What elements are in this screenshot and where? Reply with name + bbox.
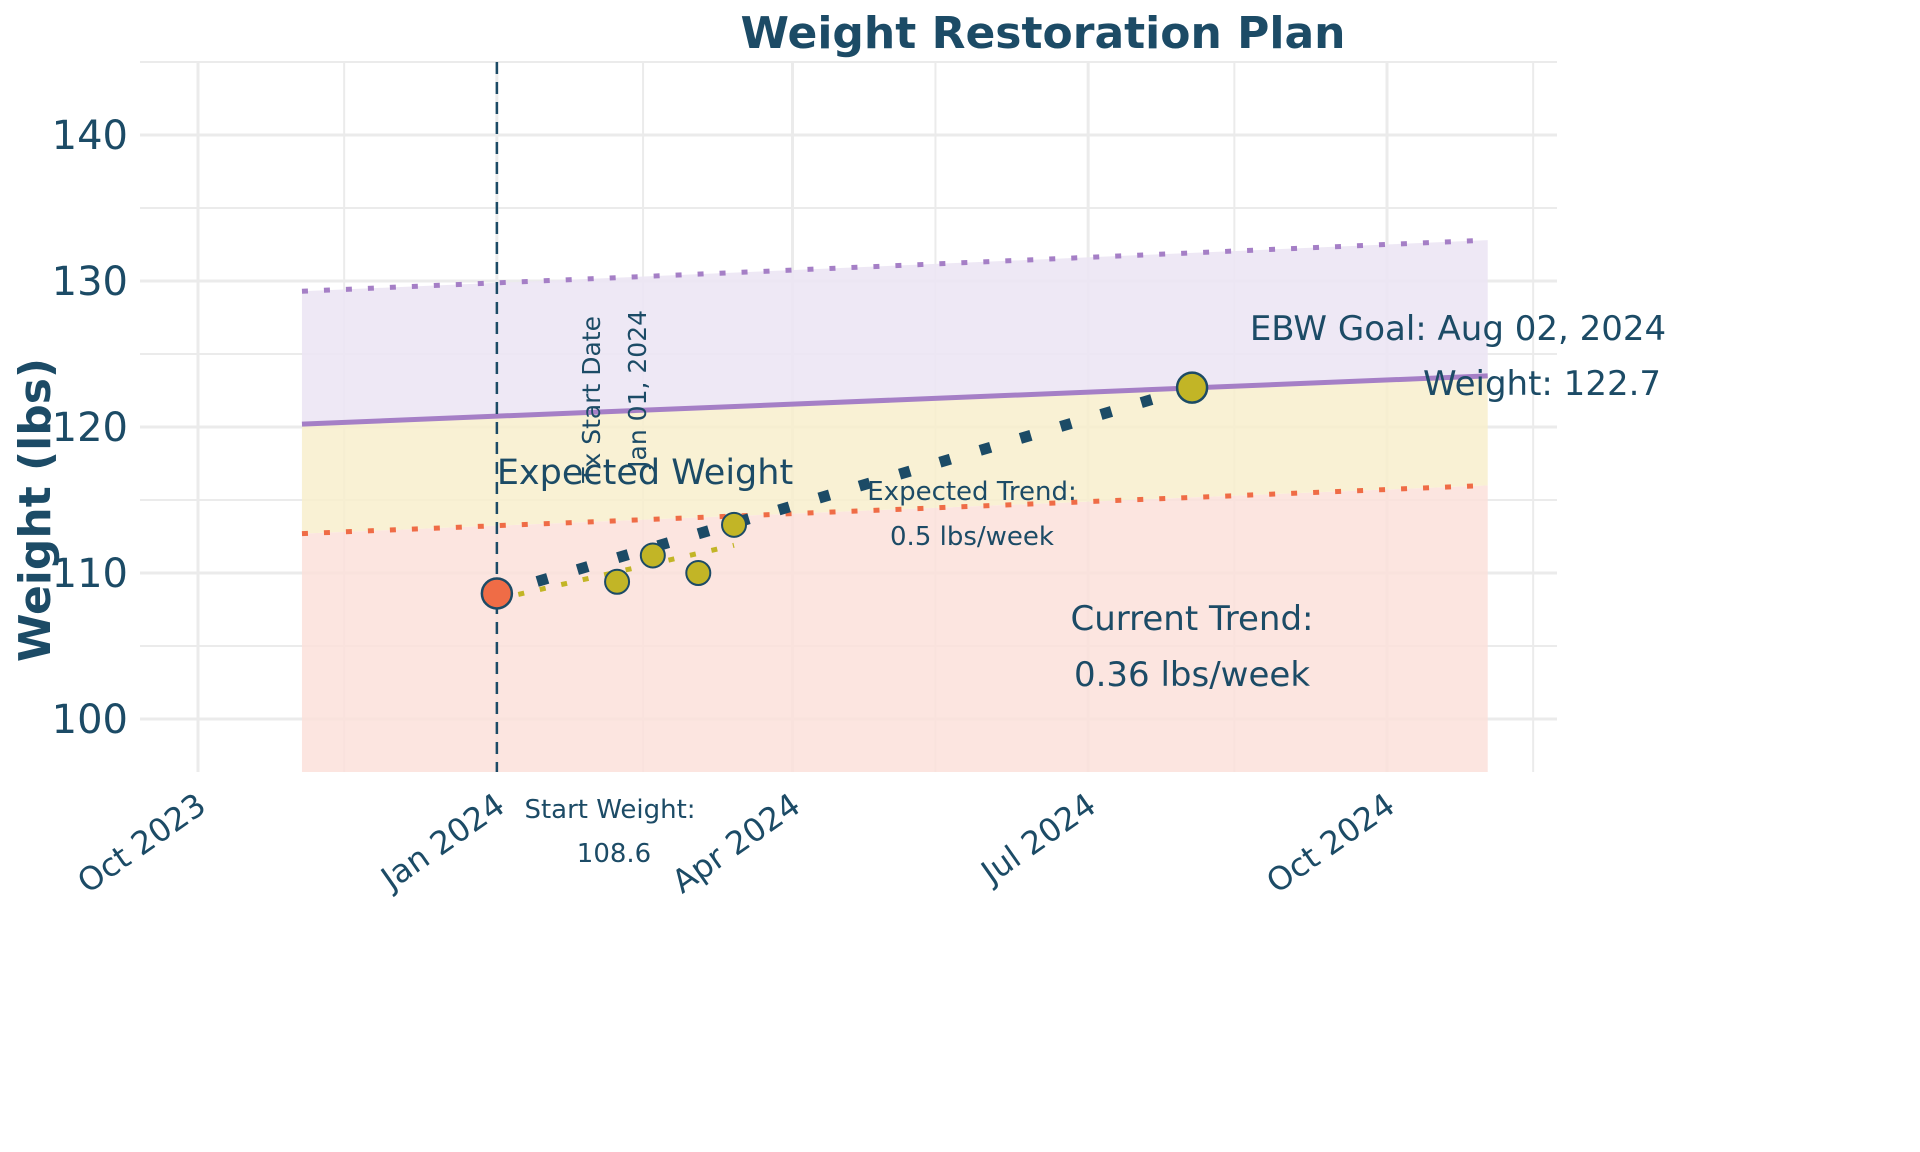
current-trend-label-line2: 0.36 lbs/week <box>1074 655 1310 695</box>
expected-weight-line <box>301 373 1488 427</box>
x-tick-label: Oct 2024 <box>1259 785 1401 900</box>
tx-start-label-line2: Jan 01, 2024 <box>623 310 652 470</box>
y-tick-label: 100 <box>52 697 128 743</box>
x-tick-label: Jul 2024 <box>973 785 1103 892</box>
y-tick-label: 120 <box>52 405 128 451</box>
expected-band <box>301 375 1488 534</box>
chart-title: Weight Restoration Plan <box>741 8 1346 59</box>
annotations: Tx Start Date Jan 01, 2024 Expected Weig… <box>497 309 1666 869</box>
x-tick-label: Oct 2023 <box>70 785 212 900</box>
bands <box>301 237 1488 772</box>
start-weight-label-line2: 108.6 <box>577 839 651 869</box>
ebw-goal-label-line1: EBW Goal: Aug 02, 2024 <box>1250 309 1666 349</box>
start-weight-point <box>480 577 514 610</box>
y-axis-label: Weight (lbs) <box>10 358 61 662</box>
measured-weight-point <box>721 511 748 538</box>
series <box>480 62 1209 772</box>
current-trend-line <box>496 542 735 602</box>
x-tick-label: Jan 2024 <box>373 785 512 898</box>
measured-weight-point <box>604 568 631 595</box>
current-trend-label-line1: Current Trend: <box>1070 599 1313 639</box>
y-tick-label: 140 <box>52 113 128 159</box>
expected-trend-label-line2: 0.5 lbs/week <box>890 522 1054 552</box>
start-weight-label-line1: Start Weight: <box>524 795 695 825</box>
expected-weight-label: Expected Weight <box>497 453 793 493</box>
goal-weight-point <box>1175 371 1209 404</box>
ebw-goal-label-line2: Weight: 122.7 <box>1423 364 1661 404</box>
lower-band <box>301 485 1488 772</box>
expected-trend-label-line1: Expected Trend: <box>867 477 1077 507</box>
tx-start-label-line1: Tx Start Date <box>577 316 606 484</box>
measured-weight-point <box>639 542 666 569</box>
y-tick-label: 130 <box>52 259 128 305</box>
measured-weight-point <box>685 560 712 586</box>
y-tick-label: 110 <box>52 551 128 597</box>
